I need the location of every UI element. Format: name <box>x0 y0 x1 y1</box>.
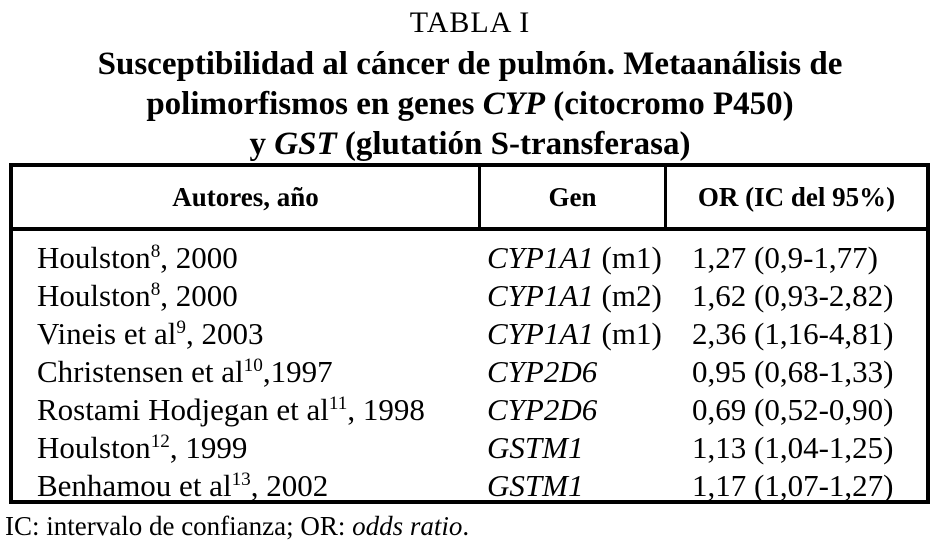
or-cell: 1,17 (1,07-1,27) <box>692 468 894 503</box>
table-row: Houlston8, 2000 CYP1A1 (m2) 1,62 (0,93-2… <box>13 277 926 315</box>
column-header-or: OR (IC del 95%) <box>697 181 896 212</box>
author-year: , 1998 <box>347 392 425 427</box>
or-cell: 2,36 (1,16-4,81) <box>692 316 894 351</box>
subtitle-line-3-post: (glutatión S-transferasa) <box>336 126 691 162</box>
author-cell: Houlston12, 1999 <box>13 429 487 467</box>
column-header-gene: Gen <box>481 167 667 227</box>
table-body: Houlston8, 2000 CYP1A1 (m1) 1,27 (0,9-1,… <box>13 231 926 505</box>
author-name: Houlston <box>37 240 151 275</box>
footnote-odds-ratio: odds ratio <box>352 511 463 541</box>
table-row: Houlston12, 1999 GSTM1 1,13 (1,04-1,25) <box>13 429 926 467</box>
or-cell: 1,62 (0,93-2,82) <box>692 278 894 313</box>
gene-name: CYP1A1 <box>487 278 594 313</box>
or-cell: 1,27 (0,9-1,77) <box>692 240 878 275</box>
gene-cell: CYP1A1 (m1) <box>487 239 692 277</box>
subtitle-gene-cyp: CYP <box>482 86 546 122</box>
gene-name: GSTM1 <box>487 430 584 465</box>
author-year: , 2002 <box>250 468 329 503</box>
or-cell: 0,95 (0,68-1,33) <box>692 354 894 389</box>
gene-cell: CYP2D6 <box>487 353 692 391</box>
author-name: Rostami Hodjegan et al <box>37 392 329 427</box>
table-row: Benhamou et al13, 2002 GSTM1 1,17 (1,07-… <box>13 467 926 505</box>
column-header-authors: Autores, año <box>13 167 481 227</box>
author-year: , 2000 <box>160 278 238 313</box>
gene-variant: (m1) <box>593 240 662 275</box>
table-row: Vineis et al9, 2003 CYP1A1 (m1) 2,36 (1,… <box>13 315 926 353</box>
table-row: Rostami Hodjegan et al11, 1998 CYP2D6 0,… <box>13 391 926 429</box>
or-cell: 0,69 (0,52-0,90) <box>692 392 894 427</box>
gene-cell: CYP2D6 <box>487 391 692 429</box>
footnote-post: . <box>462 511 470 541</box>
gene-cell: GSTM1 <box>487 467 692 505</box>
data-table: Autores, año Gen OR (IC del 95%) Houlsto… <box>9 163 930 504</box>
table-row: Christensen et al10,1997 CYP2D6 0,95 (0,… <box>13 353 926 391</box>
author-cell: Vineis et al9, 2003 <box>13 315 487 353</box>
reference-superscript: 13 <box>231 469 251 491</box>
author-name: Christensen et al <box>37 354 244 389</box>
footnote-pre: IC: intervalo de confianza; OR: <box>5 511 353 541</box>
author-year: , 1999 <box>169 430 248 465</box>
reference-superscript: 12 <box>150 431 170 453</box>
gene-name: CYP2D6 <box>487 392 598 427</box>
author-name: Houlston <box>37 430 151 465</box>
gene-name: CYP2D6 <box>487 354 598 389</box>
author-year: , 2003 <box>185 316 264 351</box>
subtitle-line-2: polimorfismos en genes CYP (citocromo P4… <box>0 84 940 124</box>
subtitle-line-3-pre: y <box>249 126 275 162</box>
subtitle-line-1: Susceptibilidad al cáncer de pulmón. Met… <box>97 46 843 82</box>
gene-cell: CYP1A1 (m1) <box>487 315 692 353</box>
author-cell: Christensen et al10,1997 <box>13 353 487 391</box>
table-subtitle: Susceptibilidad al cáncer de pulmón. Met… <box>0 44 940 164</box>
gene-variant: (m1) <box>593 316 662 351</box>
subtitle-line-2-post: (citocromo P450) <box>545 86 794 122</box>
gene-name: GSTM1 <box>487 468 584 503</box>
author-name: Benhamou et al <box>37 468 232 503</box>
author-cell: Benhamou et al13, 2002 <box>13 467 487 505</box>
reference-superscript: 8 <box>150 241 161 263</box>
author-cell: Rostami Hodjegan et al11, 1998 <box>13 391 487 429</box>
gene-name: CYP1A1 <box>487 316 594 351</box>
reference-superscript: 9 <box>176 317 186 339</box>
gene-cell: GSTM1 <box>487 429 692 467</box>
table-row: Houlston8, 2000 CYP1A1 (m1) 1,27 (0,9-1,… <box>13 239 926 277</box>
subtitle-line-2-pre: polimorfismos en genes <box>146 86 483 122</box>
gene-cell: CYP1A1 (m2) <box>487 277 692 315</box>
reference-superscript: 8 <box>150 279 161 301</box>
author-name: Vineis et al <box>37 316 177 351</box>
table-title: TABLA I <box>409 6 531 39</box>
author-cell: Houlston8, 2000 <box>13 277 487 315</box>
reference-superscript: 10 <box>243 355 263 377</box>
gene-name: CYP1A1 <box>487 240 594 275</box>
author-name: Houlston <box>37 278 151 313</box>
gene-variant: (m2) <box>593 278 662 313</box>
or-cell: 1,13 (1,04-1,25) <box>692 430 894 465</box>
footnote: IC: intervalo de confianza; OR: odds rat… <box>5 511 469 542</box>
author-cell: Houlston8, 2000 <box>13 239 487 277</box>
table-header-row: Autores, año Gen OR (IC del 95%) <box>13 167 926 231</box>
subtitle-gene-gst: GST <box>274 126 337 162</box>
author-year: ,1997 <box>262 354 333 389</box>
author-year: , 2000 <box>160 240 238 275</box>
reference-superscript: 11 <box>328 393 348 415</box>
subtitle-line-3: y GST (glutatión S-transferasa) <box>0 124 940 164</box>
